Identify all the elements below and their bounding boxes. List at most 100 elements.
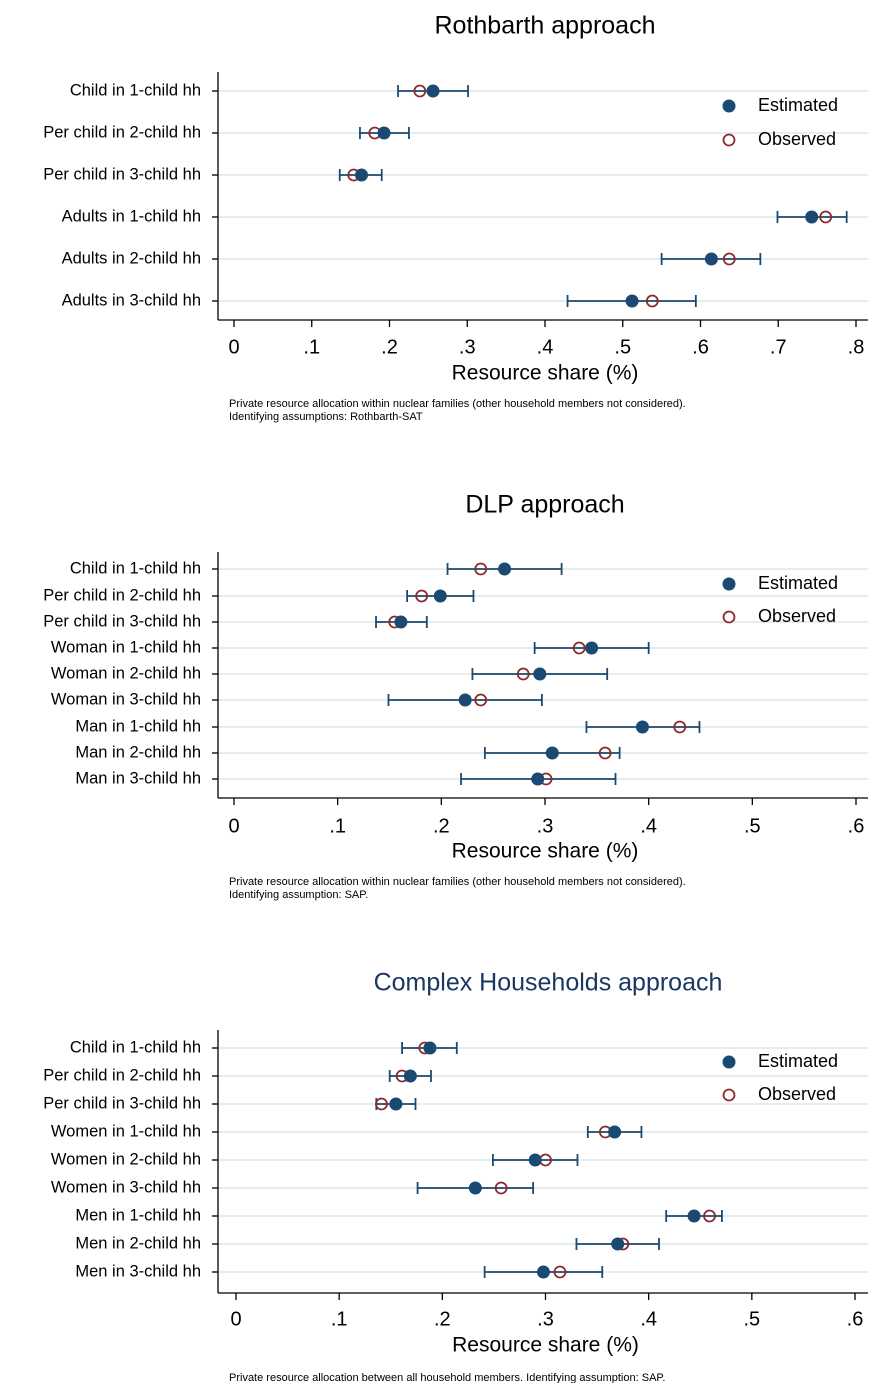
x-tick-label: .2	[434, 1308, 451, 1330]
estimated-point	[355, 168, 369, 182]
observed-point	[474, 562, 488, 576]
x-tick-label: .6	[848, 815, 865, 837]
x-tick-label: .4	[640, 1308, 657, 1330]
x-tick-label: .6	[847, 1308, 864, 1330]
x-tick-label: .1	[329, 815, 346, 837]
y-tick-label: Per child in 2-child hh	[43, 1066, 201, 1084]
chart-title: Rothbarth approach	[435, 12, 656, 40]
estimated-point	[536, 1265, 550, 1279]
estimated-point	[545, 746, 559, 760]
estimated-point	[635, 720, 649, 734]
chart-title: Complex Households approach	[374, 969, 723, 997]
estimated-point	[805, 210, 819, 224]
legend-label-observed: Observed	[758, 606, 836, 626]
y-tick-label: Women in 2-child hh	[51, 1150, 201, 1168]
estimated-point	[704, 252, 718, 266]
x-axis-label: Resource share (%)	[452, 840, 639, 863]
y-tick-label: Women in 3-child hh	[51, 1178, 201, 1196]
figure-note: Private resource allocation within nucle…	[229, 876, 686, 888]
estimated-point	[611, 1237, 625, 1251]
observed-point	[415, 589, 429, 603]
estimated-point	[458, 693, 472, 707]
y-tick-label: Women in 1-child hh	[51, 1122, 201, 1140]
figure-note: Identifying assumption: SAP.	[229, 889, 368, 901]
y-tick-label: Man in 2-child hh	[75, 743, 201, 761]
estimated-point	[498, 562, 512, 576]
estimated-point	[394, 615, 408, 629]
x-axis-label: Resource share (%)	[452, 362, 639, 385]
y-tick-label: Men in 2-child hh	[75, 1234, 201, 1252]
x-tick-label: 0	[230, 1308, 241, 1330]
observed-point	[819, 210, 833, 224]
chart-title: DLP approach	[465, 491, 624, 519]
y-tick-label: Woman in 3-child hh	[51, 690, 201, 708]
y-tick-label: Men in 3-child hh	[75, 1262, 201, 1280]
observed-point	[722, 252, 736, 266]
estimated-point	[533, 667, 547, 681]
y-tick-label: Per child in 3-child hh	[43, 612, 201, 630]
legend-marker-observed	[722, 133, 736, 147]
x-tick-label: .7	[770, 336, 787, 358]
y-tick-label: Man in 3-child hh	[75, 769, 201, 787]
observed-point	[703, 1209, 716, 1223]
estimated-point	[423, 1041, 437, 1055]
estimated-point	[608, 1125, 622, 1139]
observed-point	[553, 1265, 567, 1279]
x-tick-label: .3	[459, 336, 476, 358]
legend-marker-estimated	[722, 577, 736, 591]
y-tick-label: Woman in 2-child hh	[51, 664, 201, 682]
observed-point	[474, 693, 488, 707]
x-tick-label: .5	[743, 1308, 760, 1330]
estimated-point	[389, 1097, 403, 1111]
legend-label-estimated: Estimated	[758, 1051, 838, 1071]
x-tick-label: .4	[537, 336, 554, 358]
x-axis-label: Resource share (%)	[452, 1334, 639, 1357]
observed-point	[375, 1097, 388, 1111]
legend-label-observed: Observed	[758, 1084, 836, 1104]
panel-1: Rothbarth approach Child in 1-child hh Per…	[43, 12, 868, 423]
legend-marker-estimated	[722, 99, 736, 113]
x-tick-label: .3	[537, 815, 554, 837]
x-tick-label: .2	[433, 815, 450, 837]
estimated-point	[531, 772, 545, 786]
figure-note: Private resource allocation within nucle…	[229, 398, 686, 410]
y-tick-label: Per child in 2-child hh	[43, 123, 201, 141]
x-tick-label: .4	[640, 815, 657, 837]
estimated-point	[468, 1181, 482, 1195]
legend-label-observed: Observed	[758, 129, 836, 149]
estimated-point	[687, 1209, 701, 1223]
y-tick-label: Woman in 1-child hh	[51, 638, 201, 656]
panel-3: Complex Households approach Child in 1-ch…	[43, 969, 868, 1383]
legend-marker-estimated	[722, 1055, 736, 1069]
estimated-point	[403, 1069, 417, 1083]
observed-point	[494, 1181, 508, 1195]
figure-note: Private resource allocation between all …	[229, 1372, 665, 1383]
estimated-point	[585, 641, 599, 655]
observed-point	[598, 746, 612, 760]
legend-label-estimated: Estimated	[758, 573, 838, 593]
x-tick-label: .3	[537, 1308, 554, 1330]
x-tick-label: .1	[303, 336, 320, 358]
estimated-point	[426, 84, 440, 98]
estimated-point	[528, 1153, 542, 1167]
observed-point	[516, 667, 530, 681]
observed-point	[673, 720, 687, 734]
estimated-point	[625, 294, 639, 308]
observed-point	[413, 84, 427, 98]
panel-2: DLP approach Child in 1-child hh Per child…	[43, 491, 868, 901]
x-tick-label: 0	[228, 815, 239, 837]
x-tick-label: .5	[744, 815, 761, 837]
x-tick-label: 0	[228, 336, 239, 358]
estimated-point	[377, 126, 391, 140]
y-tick-label: Per child in 3-child hh	[43, 165, 201, 183]
legend-label-estimated: Estimated	[758, 95, 838, 115]
observed-point	[572, 641, 586, 655]
estimated-point	[433, 589, 447, 603]
y-tick-label: Child in 1-child hh	[70, 1038, 201, 1056]
legend-marker-observed	[722, 1088, 736, 1102]
x-tick-label: .1	[331, 1308, 348, 1330]
y-tick-label: Men in 1-child hh	[75, 1206, 201, 1224]
y-tick-label: Adults in 3-child hh	[62, 291, 201, 309]
x-tick-label: .8	[848, 336, 865, 358]
